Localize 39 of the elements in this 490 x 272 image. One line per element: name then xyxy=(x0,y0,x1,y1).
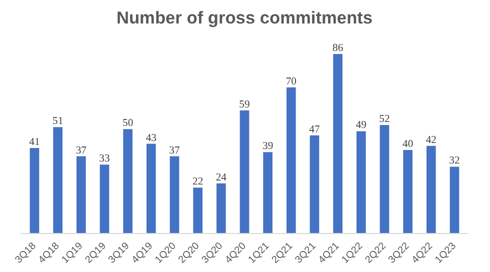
data-label: 49 xyxy=(356,120,366,132)
data-label: 52 xyxy=(379,114,390,125)
data-label: 43 xyxy=(146,132,156,144)
data-label: 37 xyxy=(169,145,180,156)
bar xyxy=(333,54,342,234)
bar xyxy=(216,183,226,234)
data-label: 42 xyxy=(426,134,436,146)
data-label: 51 xyxy=(52,116,64,128)
bar xyxy=(76,156,86,234)
data-label: 40 xyxy=(402,139,414,150)
bar xyxy=(146,144,156,234)
bar xyxy=(263,152,272,234)
data-label: 32 xyxy=(449,156,460,167)
bar xyxy=(30,148,40,234)
data-label: 86 xyxy=(332,43,344,54)
data-label: 22 xyxy=(192,176,204,188)
bar xyxy=(356,131,366,234)
bar xyxy=(310,135,320,234)
bar xyxy=(403,150,412,234)
data-label: 50 xyxy=(122,118,134,130)
bar xyxy=(380,124,390,234)
data-label: 70 xyxy=(286,76,296,88)
data-label: 24 xyxy=(216,172,228,184)
bar xyxy=(100,164,110,234)
bar xyxy=(123,129,132,234)
data-label: 33 xyxy=(99,154,110,165)
bar xyxy=(193,188,202,234)
bar xyxy=(170,156,180,234)
data-label: 41 xyxy=(29,136,40,148)
bar xyxy=(240,110,250,234)
chart-title: Number of gross commitments xyxy=(116,8,373,28)
bar xyxy=(426,146,436,234)
bar xyxy=(450,166,460,234)
data-label: 37 xyxy=(76,145,88,156)
bar xyxy=(53,127,62,234)
data-label: 59 xyxy=(239,99,250,110)
bar xyxy=(286,87,296,234)
data-label: 47 xyxy=(309,124,320,136)
data-label: 39 xyxy=(262,141,274,152)
